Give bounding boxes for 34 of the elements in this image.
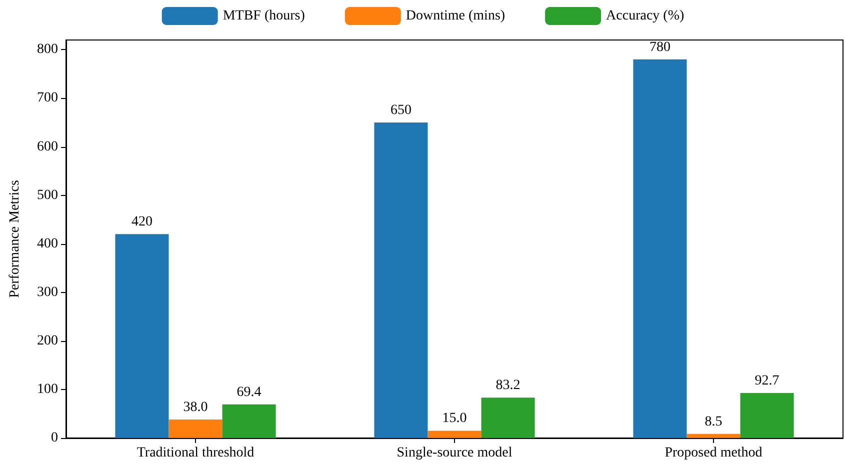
- bar: [115, 234, 169, 438]
- y-tick-label: 500: [37, 188, 58, 203]
- data-label: 420: [131, 214, 152, 230]
- data-label: 38.0: [183, 400, 208, 416]
- y-tick-label: 100: [37, 382, 58, 397]
- y-tick-label: 200: [37, 333, 58, 348]
- bar: [374, 122, 428, 438]
- legend-label: MTBF (hours): [222, 8, 306, 24]
- data-label: 83.2: [496, 378, 520, 394]
- x-tick-label: Traditional threshold: [136, 446, 254, 460]
- y-tick-label: 0: [51, 430, 58, 446]
- data-label: 780: [649, 40, 670, 55]
- bar: [740, 393, 794, 438]
- data-label: 650: [390, 103, 412, 118]
- x-tick-label: Single-source model: [396, 446, 512, 460]
- x-tick-label: Proposed method: [664, 446, 762, 460]
- bar: [481, 398, 535, 438]
- data-label: 8.5: [704, 414, 722, 430]
- data-label: 15.0: [442, 411, 467, 426]
- y-axis-title: Performance Metrics: [8, 180, 22, 298]
- legend-label: Downtime (mins): [406, 8, 506, 24]
- legend-label: Accuracy (%): [606, 8, 684, 24]
- bar: [686, 434, 740, 438]
- y-tick-label: 700: [37, 90, 58, 106]
- data-label: 92.7: [754, 374, 780, 389]
- bar: [168, 420, 222, 438]
- y-tick-label: 600: [37, 139, 58, 154]
- data-label: 69.4: [236, 384, 262, 400]
- y-tick-label: 300: [37, 284, 58, 300]
- y-tick-label: 400: [37, 236, 58, 252]
- bar: [633, 59, 687, 438]
- bar: [222, 404, 276, 438]
- y-tick-label: 800: [37, 42, 58, 58]
- bar: [428, 430, 482, 438]
